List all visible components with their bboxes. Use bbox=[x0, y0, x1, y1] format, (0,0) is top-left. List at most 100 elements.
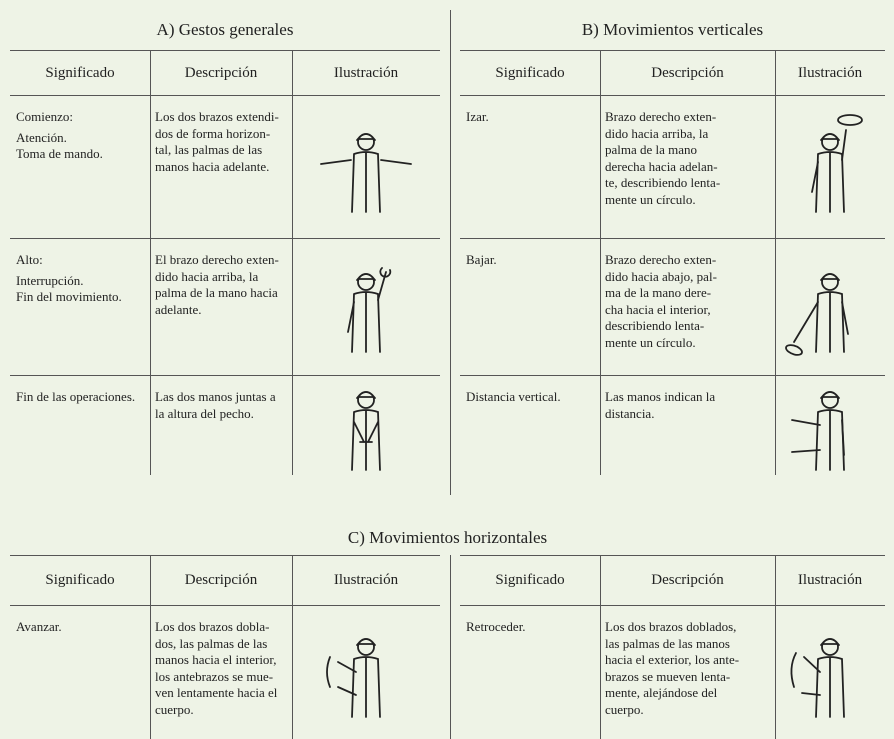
meaning: Retroceder. bbox=[466, 619, 526, 636]
meaning-line: Fin de las operaciones. bbox=[16, 389, 136, 404]
column-rule bbox=[600, 50, 601, 475]
illustration bbox=[791, 391, 845, 471]
rule bbox=[460, 95, 885, 96]
rule bbox=[10, 95, 440, 96]
meaning: Distancia vertical. bbox=[466, 389, 561, 406]
column-header: Ilustración bbox=[797, 572, 863, 588]
column-rule bbox=[292, 555, 293, 739]
illustration-cell bbox=[780, 112, 880, 227]
illustration-cell bbox=[316, 370, 416, 485]
description: Brazo derecho exten-dido hacia abajo, pa… bbox=[605, 252, 717, 351]
description-line: mente un círculo. bbox=[605, 191, 696, 207]
column-header: Significado bbox=[495, 572, 565, 588]
column-header: Significado bbox=[495, 64, 565, 81]
meaning-line: Atención. bbox=[16, 129, 67, 145]
column-header: Significado bbox=[45, 572, 115, 588]
column-header: Ilustración bbox=[797, 64, 863, 81]
illustration-cell bbox=[780, 617, 880, 732]
description-line: Brazo derecho exten- bbox=[605, 109, 717, 124]
description-line: manos hacia adelante. bbox=[155, 158, 270, 174]
column-header: Descripción bbox=[651, 572, 724, 588]
description-line: ma de la mano dere- bbox=[605, 285, 712, 300]
description: Los dos brazos dobla-dos, las palmas de … bbox=[155, 619, 277, 718]
description-line: dido hacia arriba, la bbox=[605, 125, 709, 141]
rule bbox=[460, 375, 885, 376]
illustration-cell bbox=[316, 112, 416, 227]
description-line: brazos se mueven lenta- bbox=[605, 668, 731, 684]
column-header: Ilustración bbox=[333, 572, 399, 588]
description-line: ven lentamente hacia el bbox=[155, 685, 278, 700]
description-line: derecha hacia adelan- bbox=[605, 158, 718, 174]
meaning-line: Distancia vertical. bbox=[466, 389, 561, 404]
meaning-line: Interrupción. bbox=[16, 272, 84, 288]
description-line: Las manos indican la bbox=[605, 389, 716, 404]
rule bbox=[460, 50, 885, 51]
meaning-line: Comienzo: bbox=[16, 109, 74, 124]
description-line: mente un círculo. bbox=[605, 334, 696, 350]
rule bbox=[460, 555, 885, 556]
description-line: manos hacia el interior, bbox=[155, 652, 277, 667]
description: Las manos indican la distancia. bbox=[605, 389, 715, 422]
description: Las dos manos juntas a la altura del pech… bbox=[155, 389, 276, 422]
column-rule bbox=[150, 555, 151, 739]
column-header: Descripción bbox=[184, 64, 258, 81]
section-divider bbox=[450, 10, 451, 495]
illustration bbox=[351, 391, 381, 471]
description-line: Los dos brazos doblados, bbox=[605, 619, 737, 634]
description-line: los antebrazos se mue- bbox=[155, 668, 274, 684]
section-title: A) Gestos generales bbox=[156, 20, 294, 39]
description-line: dido hacia arriba, la bbox=[155, 268, 259, 284]
description: Los dos brazos extendi-dos de forma hori… bbox=[155, 109, 279, 175]
rule bbox=[10, 555, 440, 556]
description-line: las palmas de las manos bbox=[605, 635, 730, 651]
column-rule bbox=[600, 555, 601, 739]
description: Los dos brazos doblados, las palmas de la… bbox=[605, 619, 739, 718]
meaning-line: Bajar. bbox=[466, 252, 497, 267]
meaning: Comienzo: Atención. Toma de mando. bbox=[16, 109, 103, 163]
column-header: Significado bbox=[45, 64, 115, 81]
description-line: distancia. bbox=[605, 405, 655, 421]
description-line: Las dos manos juntas a bbox=[155, 389, 276, 404]
column-header: Ilustración bbox=[333, 64, 399, 81]
illustration bbox=[785, 272, 849, 356]
illustration bbox=[811, 113, 863, 213]
illustration-cell bbox=[316, 252, 416, 367]
illustration bbox=[347, 266, 392, 353]
description-line: adelante. bbox=[155, 301, 202, 317]
rule bbox=[10, 375, 440, 376]
meaning-line: Izar. bbox=[466, 109, 489, 124]
column-rule bbox=[150, 50, 151, 475]
description-line: Los dos brazos dobla- bbox=[155, 619, 270, 634]
description-line: Brazo derecho exten- bbox=[605, 252, 717, 267]
meaning-line: Retroceder. bbox=[466, 619, 526, 634]
meaning-line: Alto: bbox=[16, 252, 43, 267]
description-line: dos, las palmas de las bbox=[155, 635, 268, 651]
rule bbox=[10, 238, 440, 239]
meaning: Avanzar. bbox=[16, 619, 62, 636]
description-line: te, describiendo lenta- bbox=[605, 175, 721, 190]
meaning-line: Avanzar. bbox=[16, 619, 62, 634]
meaning-line: Fin del movimiento. bbox=[16, 289, 122, 304]
rule bbox=[460, 605, 885, 606]
description-line: la altura del pecho. bbox=[155, 405, 254, 421]
illustration-cell bbox=[316, 617, 416, 732]
description-line: dido hacia abajo, pal- bbox=[605, 268, 717, 284]
description: Brazo derecho exten-dido hacia arriba, l… bbox=[605, 109, 720, 208]
illustration-cell bbox=[780, 370, 880, 485]
description-line: hacia el exterior, los ante- bbox=[605, 652, 740, 667]
column-header: Descripción bbox=[184, 572, 258, 588]
description-line: dos de forma horizon- bbox=[155, 125, 271, 141]
description: El brazo derecho exten-dido hacia arriba… bbox=[155, 252, 279, 318]
illustration bbox=[326, 638, 381, 718]
description-line: El brazo derecho exten- bbox=[155, 252, 279, 267]
meaning: Izar. bbox=[466, 109, 489, 126]
illustration bbox=[790, 638, 845, 718]
column-rule bbox=[775, 50, 776, 475]
column-rule bbox=[775, 555, 776, 739]
description-line: cha hacia el interior, bbox=[605, 301, 711, 317]
description-line: cuerpo. bbox=[155, 701, 194, 717]
description-line: Los dos brazos extendi- bbox=[155, 109, 279, 124]
illustration bbox=[320, 132, 412, 213]
rule bbox=[10, 605, 440, 606]
